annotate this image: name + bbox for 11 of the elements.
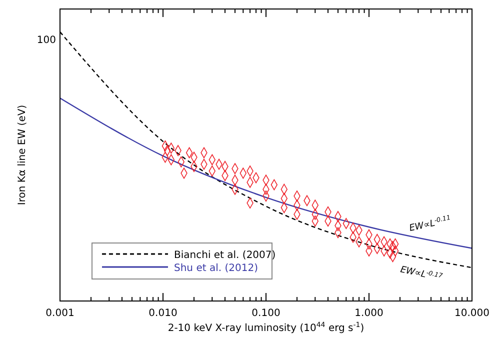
x-axis-title: 2-10 keV X-ray luminosity (10$^{44}$ erg s$^{-1}$) xyxy=(168,321,364,334)
y-axis-title: Iron Kα line EW (eV) xyxy=(17,104,28,206)
x-tick-label: 0.100 xyxy=(252,308,280,319)
text: 100 xyxy=(36,35,56,46)
x-tick-label: 0.010 xyxy=(148,308,178,319)
x-tick-label: 1.000 xyxy=(354,308,384,319)
x-tick-label: 10.000 xyxy=(454,308,490,319)
x-tick-label: 0.001 xyxy=(46,308,74,319)
annotation: EW∝L$^{-0.11}$ xyxy=(408,214,452,234)
text: Bianchi et al. (2007) xyxy=(174,250,276,261)
text: Shu et al. (2012) xyxy=(174,263,258,274)
